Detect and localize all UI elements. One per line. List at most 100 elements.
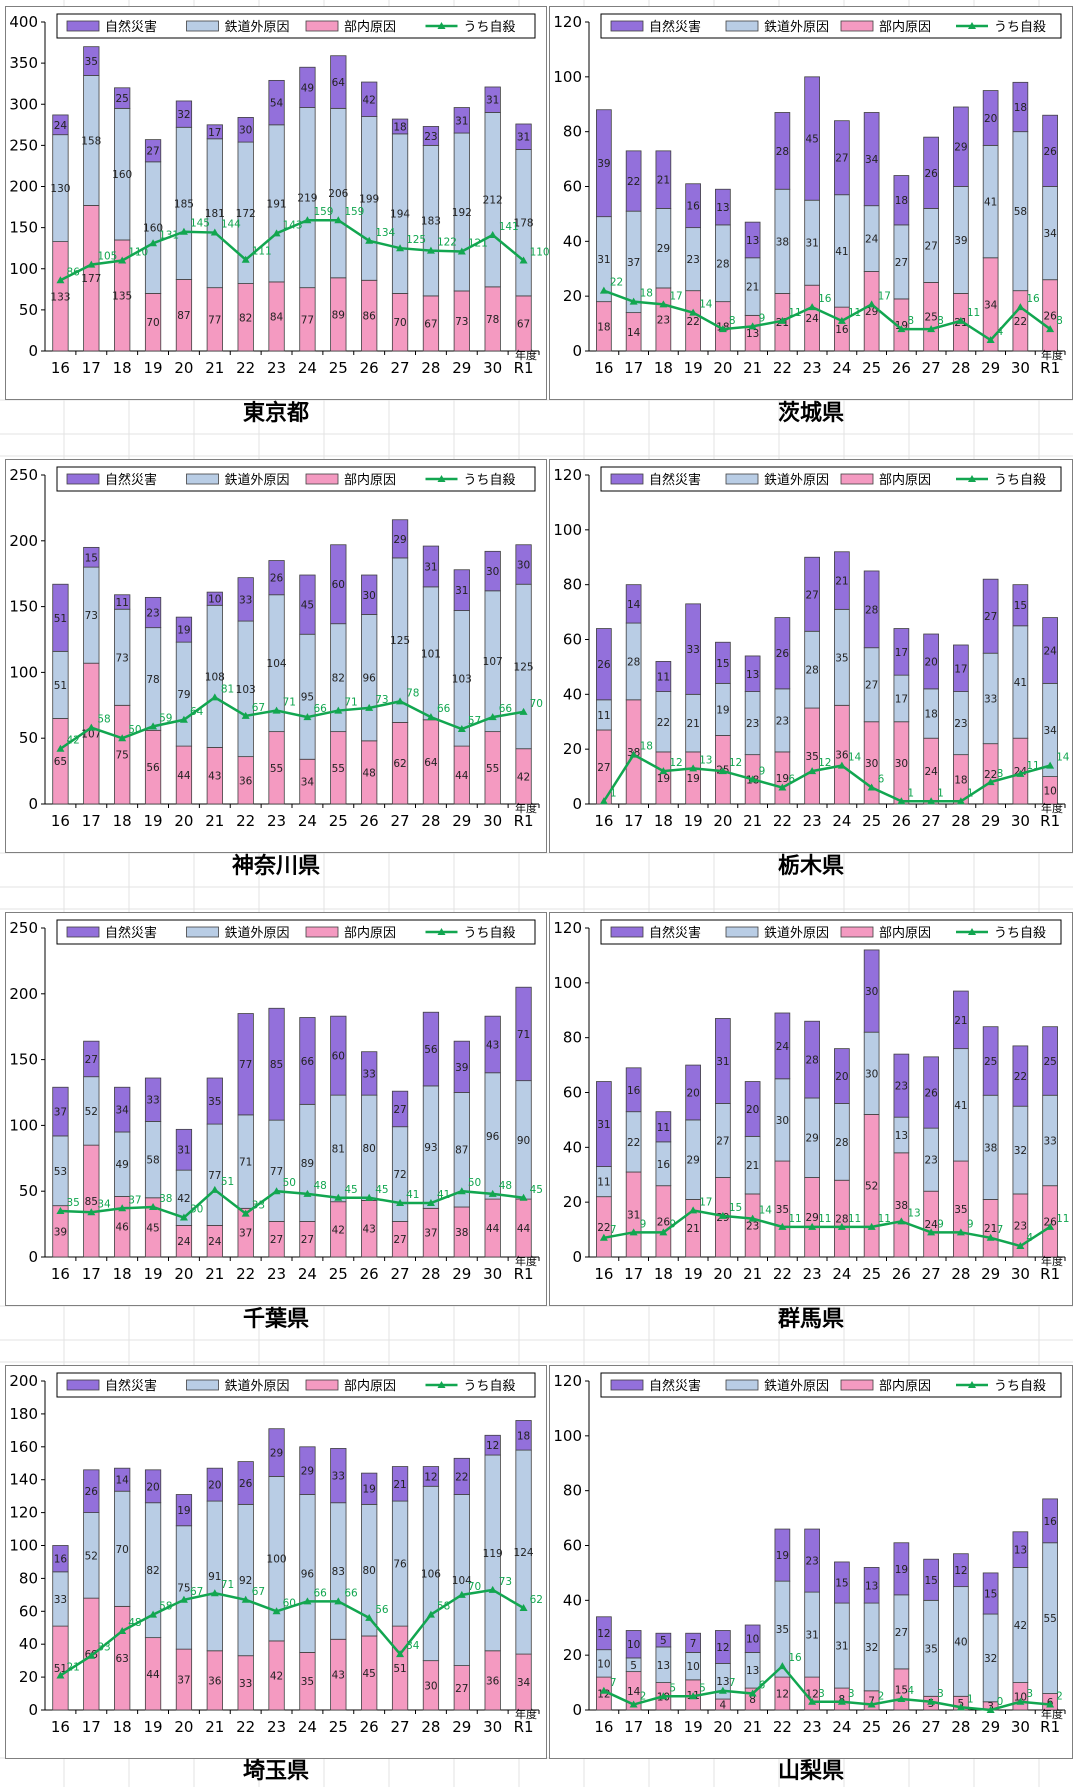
data-label-external: 51 (54, 680, 67, 692)
x-tick-label: 17 (624, 359, 643, 377)
data-label-natural: 18 (1014, 102, 1027, 114)
data-label-suicide: 122 (437, 237, 457, 249)
point-suicide (149, 1202, 158, 1210)
x-tick-label: 22 (236, 359, 255, 377)
y-tick-label: 50 (19, 729, 38, 747)
data-label-suicide: 73 (499, 1576, 512, 1588)
chart-title: 神奈川県 (232, 853, 320, 879)
data-label-external: 81 (332, 1143, 345, 1155)
point-suicide (927, 325, 936, 333)
data-label-internal: 24 (208, 1236, 222, 1248)
data-label-suicide: 58 (159, 1601, 172, 1613)
x-tick-label: R1 (1040, 359, 1060, 377)
data-label-external: 23 (954, 718, 967, 730)
data-label-external: 78 (146, 674, 159, 686)
data-label-external: 42 (177, 1193, 190, 1205)
data-label-suicide: 13 (699, 754, 712, 766)
legend-swatch-natural (66, 473, 100, 485)
legend-marker-suicide (437, 1381, 446, 1388)
data-label-natural: 25 (116, 93, 129, 105)
point-suicide (149, 1610, 158, 1618)
point-suicide (599, 1233, 608, 1241)
bar-natural (361, 574, 378, 615)
data-label-suicide: 12 (729, 757, 742, 769)
data-label-external: 73 (116, 652, 129, 664)
data-label-suicide: 67 (252, 1586, 265, 1598)
data-label-external: 13 (746, 1665, 759, 1677)
data-label-external: 96 (363, 673, 377, 685)
bar-natural (715, 1018, 731, 1104)
x-tick-label: 22 (236, 812, 255, 830)
data-label-internal: 21 (686, 1223, 699, 1235)
data-label-suicide: 66 (344, 1587, 358, 1599)
bar-natural (144, 596, 162, 629)
chart-panel: 0 20 40 60 80 100 120 16 22 11 31 17 31 22 16 18 26 16 11 1… (549, 912, 1073, 1306)
data-label-natural: 66 (301, 1056, 315, 1068)
data-label-suicide: 9 (967, 1218, 974, 1230)
data-label-suicide: 6 (759, 1680, 766, 1692)
legend-swatch-natural (66, 926, 100, 938)
data-label-natural: 20 (984, 113, 997, 125)
bar-natural (596, 1616, 612, 1651)
x-tick-label: 23 (803, 812, 822, 830)
bar-natural (625, 1630, 642, 1659)
data-label-natural: 15 (85, 552, 98, 564)
data-label-suicide: 11 (848, 1213, 861, 1225)
bar-natural (422, 1466, 440, 1487)
point-suicide (56, 744, 65, 752)
bar-natural (893, 175, 910, 226)
x-tick-label: 23 (267, 1265, 286, 1283)
data-label-suicide: 2 (640, 1691, 647, 1703)
data-label-external: 49 (116, 1159, 129, 1171)
data-label-external: 37 (627, 257, 640, 269)
bar-natural (83, 1469, 100, 1513)
x-tick-label: 21 (205, 812, 224, 830)
x-tick-label: 30 (483, 1265, 502, 1283)
legend-label-internal: 部内原因 (344, 1378, 396, 1394)
legend-label-suicide: うち自殺 (464, 1379, 516, 1394)
legend-label-suicide: うち自殺 (464, 20, 516, 35)
data-label-internal: 24 (924, 1219, 938, 1231)
bar-natural (175, 1494, 193, 1527)
x-tick-label: 21 (743, 1265, 762, 1283)
point-suicide (210, 693, 219, 701)
data-label-suicide: 34 (97, 1198, 111, 1210)
data-label-external: 41 (984, 197, 997, 209)
point-suicide (179, 1595, 188, 1603)
bar-natural (1012, 584, 1029, 627)
x-tick-label: 22 (773, 1718, 792, 1736)
point-suicide (629, 297, 638, 305)
x-tick-label: 30 (1011, 359, 1030, 377)
legend-label-external: 鉄道外原因 (764, 20, 829, 35)
data-label-natural: 31 (455, 585, 468, 597)
data-label-suicide: 14 (759, 1205, 773, 1217)
data-label-suicide: 57 (468, 715, 481, 727)
y-tick-label: 20 (563, 740, 582, 758)
legend-label-external: 鉄道外原因 (764, 1379, 829, 1394)
legend-marker-suicide (437, 475, 446, 482)
x-tick-label: 16 (594, 812, 613, 830)
point-suicide (718, 1686, 727, 1694)
x-tick-label: 26 (892, 812, 911, 830)
y-tick-label: 0 (28, 342, 38, 360)
point-suicide (334, 216, 343, 224)
data-label-internal: 45 (363, 1668, 376, 1680)
bar-natural (237, 1461, 254, 1505)
bar-natural (596, 109, 612, 218)
bar-natural (144, 139, 162, 163)
data-label-suicide: 11 (788, 1213, 801, 1225)
data-label-natural: 27 (805, 589, 818, 601)
data-label-natural: 21 (393, 1479, 406, 1491)
data-label-natural: 34 (116, 1105, 130, 1117)
point-suicide (986, 1233, 995, 1241)
x-unit-label: 年度 (515, 348, 537, 362)
x-tick-label: 20 (713, 812, 732, 830)
data-label-external: 24 (865, 234, 879, 246)
x-tick-label: 29 (981, 812, 1000, 830)
data-label-suicide: 110 (128, 247, 148, 259)
bar-natural (114, 1086, 131, 1133)
x-tick-label: 24 (298, 1718, 317, 1736)
data-label-internal: 36 (208, 1675, 222, 1687)
data-label-suicide: 9 (937, 1218, 944, 1230)
data-label-external: 72 (393, 1169, 406, 1181)
